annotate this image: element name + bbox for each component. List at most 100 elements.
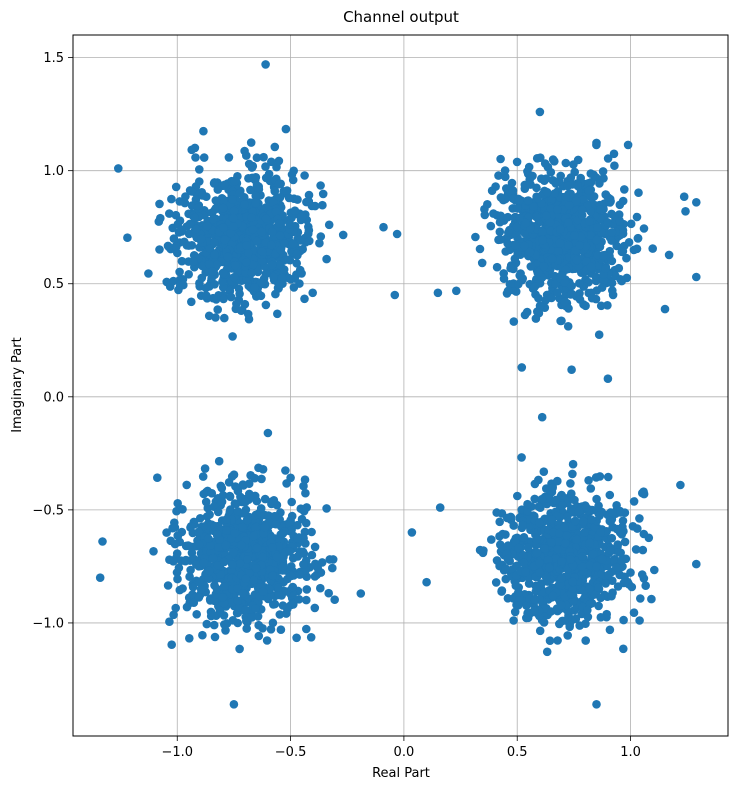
data-point [155, 199, 164, 209]
data-point [635, 616, 644, 625]
data-point [184, 241, 194, 250]
data-point [603, 154, 613, 163]
data-point [231, 482, 240, 491]
data-point [238, 589, 248, 598]
data-point [521, 218, 530, 228]
data-point [210, 238, 219, 247]
data-point [608, 508, 617, 518]
data-point [560, 297, 569, 307]
data-point [232, 299, 241, 309]
data-point [597, 554, 607, 564]
data-point [212, 529, 222, 539]
data-point [523, 499, 532, 509]
data-point [223, 252, 233, 262]
data-point [452, 286, 461, 296]
data-point [254, 631, 264, 641]
data-point [497, 586, 507, 595]
data-point [584, 476, 593, 485]
data-point [547, 293, 556, 303]
data-point [237, 306, 246, 316]
data-point [251, 191, 260, 201]
data-point [197, 273, 207, 283]
data-point [144, 269, 153, 278]
data-point [275, 610, 285, 619]
data-point [310, 542, 320, 552]
data-point [229, 222, 238, 231]
data-point [295, 570, 305, 579]
data-point [317, 558, 327, 567]
data-point [407, 528, 417, 537]
data-point [562, 512, 572, 521]
data-point [177, 256, 187, 266]
data-point [217, 497, 227, 507]
data-point [249, 575, 258, 585]
data-point [547, 538, 556, 547]
data-point [267, 157, 276, 167]
data-point [615, 217, 625, 226]
data-point [501, 574, 511, 584]
data-point [182, 480, 191, 490]
data-point [153, 473, 162, 483]
data-point [217, 483, 227, 493]
data-point [585, 560, 594, 570]
data-point [506, 263, 515, 273]
y-axis-label: Imaginary Part [10, 337, 25, 432]
data-point [588, 549, 598, 559]
data-point [494, 171, 503, 180]
data-point [598, 167, 608, 176]
data-point [592, 700, 601, 709]
data-point [589, 192, 599, 201]
y-tick-label: 0.0 [43, 390, 64, 405]
x-tick-label: −0.5 [275, 745, 307, 760]
data-point [307, 550, 317, 560]
data-point [274, 156, 284, 166]
data-point [556, 316, 565, 326]
data-point [607, 228, 617, 237]
data-point [542, 187, 552, 197]
data-point [181, 192, 190, 201]
data-point [532, 548, 542, 558]
data-point [310, 201, 320, 211]
data-point [605, 516, 615, 526]
data-point [261, 173, 271, 183]
data-point [285, 219, 295, 229]
data-point [207, 274, 216, 283]
data-point [546, 167, 556, 177]
data-point [263, 428, 273, 438]
data-point [581, 503, 591, 512]
data-point [218, 491, 228, 500]
data-point [219, 223, 228, 232]
data-point [477, 258, 487, 268]
data-point [249, 531, 258, 541]
data-point [208, 553, 218, 563]
data-point [284, 273, 293, 283]
data-point [208, 214, 218, 224]
data-point [214, 543, 223, 552]
data-point [613, 540, 623, 549]
data-point [268, 571, 278, 581]
data-point [560, 539, 570, 548]
data-point [541, 211, 551, 220]
data-point [296, 235, 305, 244]
data-point [258, 624, 267, 633]
data-point [548, 483, 557, 493]
data-point [566, 555, 576, 564]
data-point [570, 516, 580, 526]
data-point [639, 529, 649, 539]
data-point [203, 534, 213, 543]
data-point [587, 293, 597, 303]
data-point [169, 276, 178, 286]
data-point [530, 606, 539, 615]
data-point [304, 190, 314, 200]
data-point [172, 242, 181, 251]
data-point [272, 552, 282, 562]
data-point [224, 153, 234, 162]
data-point [528, 171, 537, 181]
data-point [596, 593, 605, 603]
data-point [192, 560, 201, 569]
data-point [535, 558, 544, 568]
data-point [260, 522, 270, 532]
data-point [584, 584, 594, 593]
data-point [577, 205, 587, 215]
data-point [495, 227, 505, 237]
